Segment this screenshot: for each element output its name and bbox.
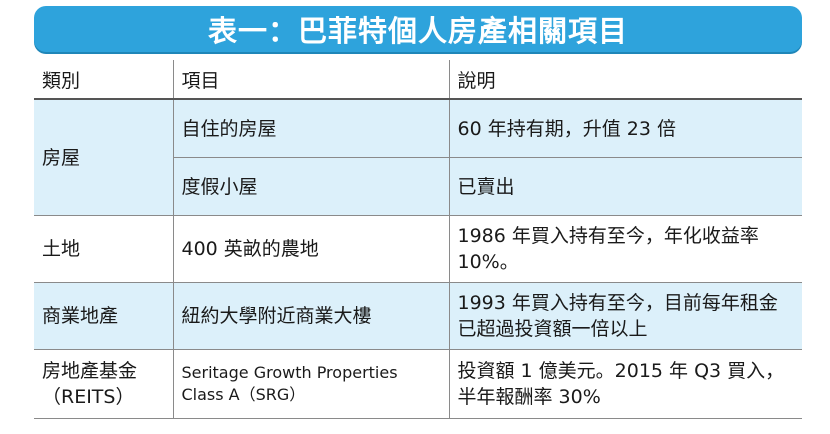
description-cell: 投資額 1 億美元。2015 年 Q3 買入，半年報酬率 30%	[448, 349, 802, 419]
description-cell: 1986 年買入持有至今，年化收益率 10%。	[448, 215, 802, 283]
table-row: 房屋 自住的房屋 60 年持有期，升值 23 倍	[34, 98, 802, 216]
column-header-item: 項目	[172, 60, 450, 100]
table-row: 度假小屋 已賣出	[34, 157, 802, 216]
column-header-description: 說明	[448, 60, 802, 100]
item-cell: 紐約大學附近商業大樓	[172, 282, 450, 350]
description-cell: 60 年持有期，升值 23 倍	[448, 98, 802, 158]
category-cell: 房地產基金（REITS）	[34, 349, 174, 419]
category-cell: 土地	[34, 215, 174, 283]
table-title: 表一：巴菲特個人房產相關項目	[207, 14, 628, 48]
description-cell: 已賣出	[448, 157, 802, 216]
column-header-category: 類別	[34, 60, 174, 100]
title-banner: 表一：巴菲特個人房產相關項目	[34, 6, 802, 52]
header-row: 類別 項目 說明	[34, 60, 802, 100]
item-cell: 度假小屋	[173, 157, 450, 216]
table-row: 商業地產 紐約大學附近商業大樓 1993 年買入持有至今，目前每年租金已超過投資…	[34, 282, 802, 350]
property-table: 類別 項目 說明 房屋 自住的房屋 60 年持有期，升值 23 倍 度假小屋 已…	[34, 60, 802, 419]
table-row: 土地 400 英畝的農地 1986 年買入持有至今，年化收益率 10%。	[34, 215, 802, 283]
category-cell: 房屋	[34, 98, 174, 216]
description-cell: 1993 年買入持有至今，目前每年租金已超過投資額一倍以上	[448, 282, 802, 350]
table-row: 房地產基金（REITS） Seritage Growth Properties …	[34, 349, 802, 419]
item-cell: 400 英畝的農地	[172, 215, 450, 283]
item-cell: 自住的房屋	[172, 98, 450, 158]
item-cell: Seritage Growth Properties Class A（SRG）	[172, 349, 450, 419]
category-cell: 商業地產	[34, 282, 174, 350]
